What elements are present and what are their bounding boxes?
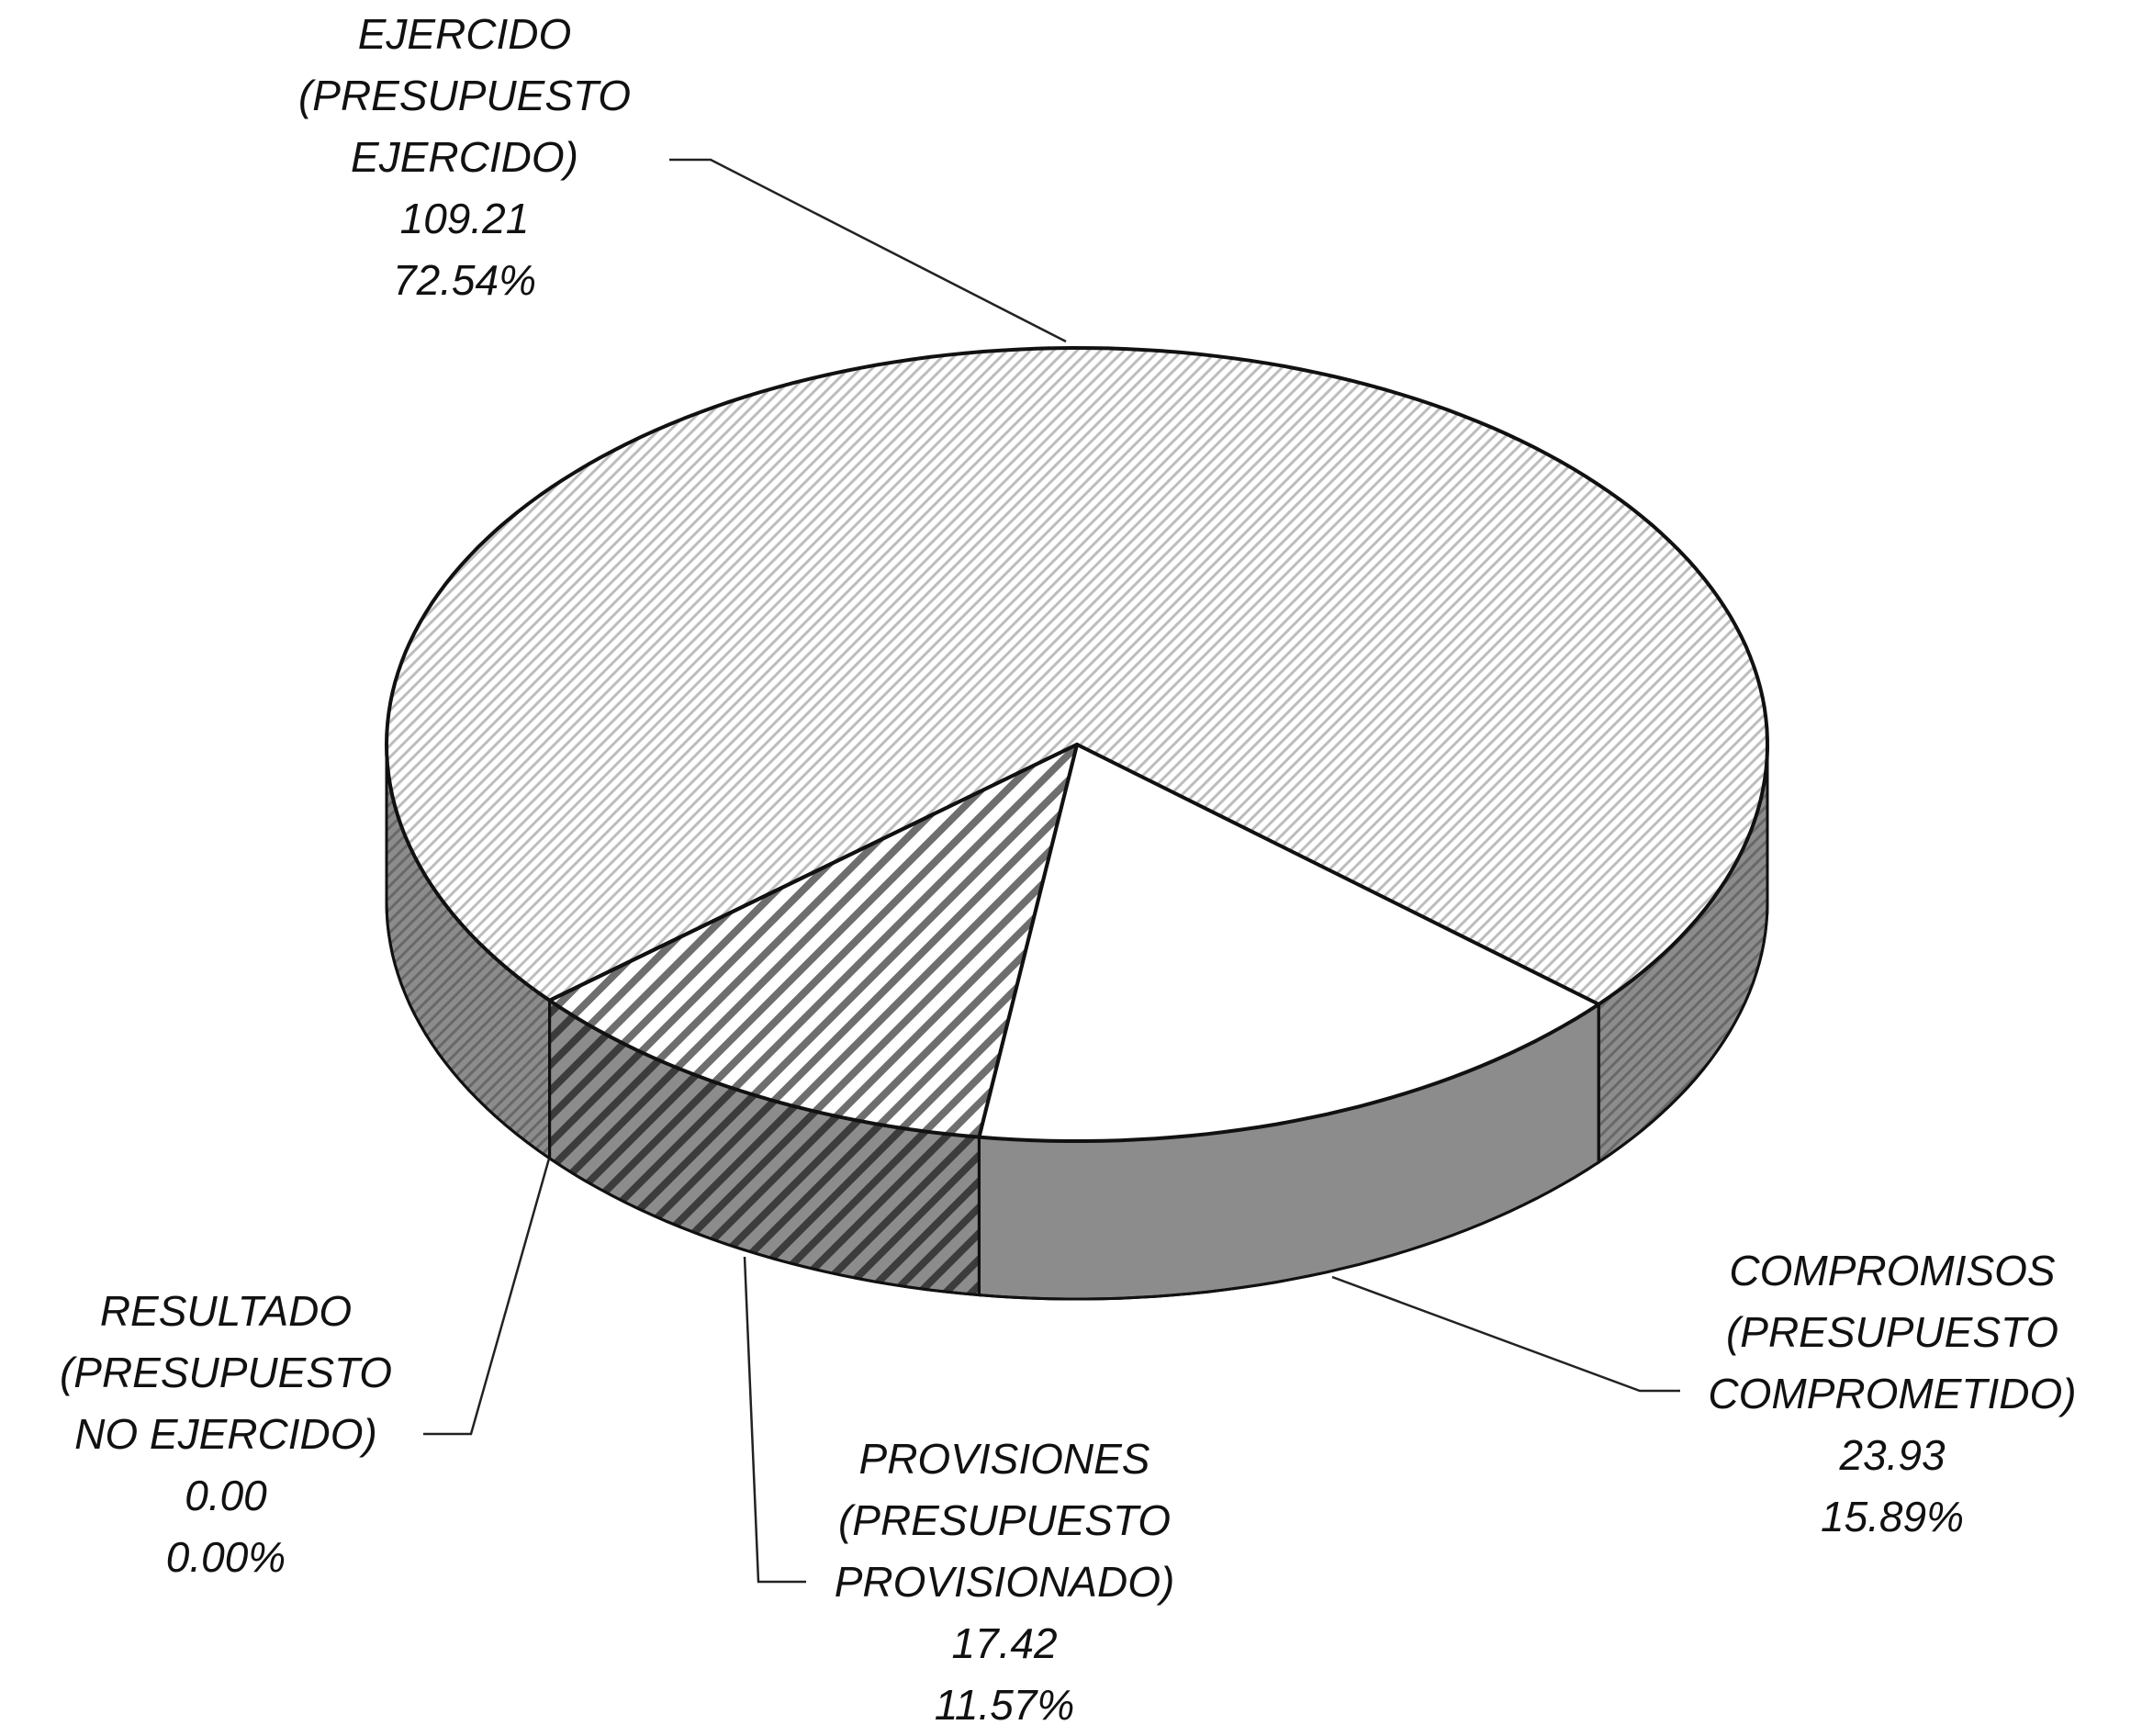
percent-label: 0.00%	[166, 1533, 286, 1581]
leader-line	[743, 1256, 806, 1584]
label-line: PROVISIONADO)	[835, 1558, 1175, 1606]
leader-line	[669, 158, 1067, 343]
pie	[385, 346, 1769, 1301]
value-label: 23.93	[1838, 1431, 1946, 1479]
slice	[547, 743, 1079, 1002]
slice-label: RESULTADO (PRESUPUESTO NO EJERCIDO) 0.00 0.0…	[60, 1287, 392, 1581]
label-line: PROVISIONES	[859, 1435, 1150, 1483]
percent-label: 15.89%	[1821, 1493, 1964, 1540]
label-line: (PRESUPUESTO	[838, 1496, 1171, 1544]
slice-label: PROVISIONES (PRESUPUESTO PROVISIONADO) 17.4…	[835, 1435, 1175, 1729]
label-line: (PRESUPUESTO	[60, 1349, 392, 1396]
percent-label: 11.57%	[935, 1681, 1075, 1729]
value-label: 109.21	[400, 195, 530, 242]
label-line: EJERCIDO	[358, 10, 572, 58]
label-line: (PRESUPUESTO	[298, 72, 631, 119]
slice	[385, 346, 1769, 1006]
leader-line	[423, 1158, 551, 1436]
label-line: (PRESUPUESTO	[1726, 1308, 2058, 1356]
label-line: COMPROMISOS	[1729, 1247, 2056, 1294]
leader-line	[1331, 1275, 1680, 1393]
slice	[977, 743, 1601, 1143]
slice	[547, 743, 1079, 1139]
label-line: RESULTADO	[100, 1287, 352, 1335]
percent-label: 72.54%	[393, 256, 536, 304]
slice-labels: EJERCIDO (PRESUPUESTO EJERCIDO) 109.21 72.54…	[60, 10, 2077, 1729]
label-line: NO EJERCIDO)	[74, 1410, 377, 1458]
leader-lines	[423, 158, 1680, 1584]
slice-label: EJERCIDO (PRESUPUESTO EJERCIDO) 109.21 72.54…	[298, 10, 631, 304]
label-line: EJERCIDO)	[351, 133, 578, 181]
slice-label: COMPROMISOS (PRESUPUESTO COMPROMETIDO) 23.9…	[1708, 1247, 2076, 1540]
value-label: 0.00	[185, 1472, 267, 1519]
label-line: COMPROMETIDO)	[1708, 1370, 2076, 1417]
value-label: 17.42	[951, 1619, 1057, 1667]
